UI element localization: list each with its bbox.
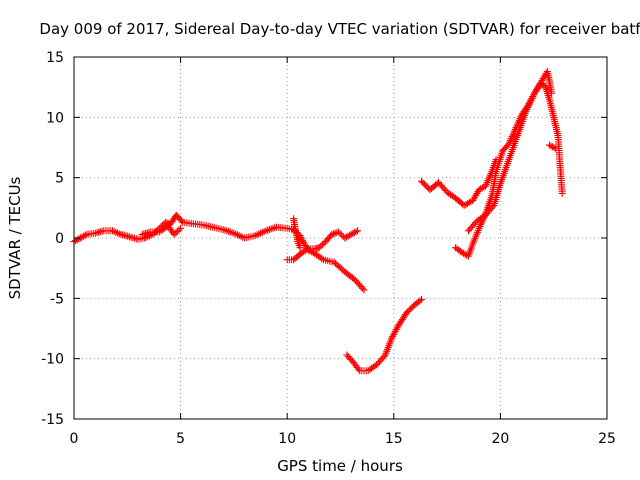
y-tick-label: 15 xyxy=(46,50,64,66)
series-markers xyxy=(418,156,500,209)
series-markers xyxy=(343,296,425,375)
x-tick-label: 20 xyxy=(491,431,509,447)
series-segment xyxy=(70,211,368,294)
x-tick-label: 0 xyxy=(70,431,79,447)
tick-labels: 0 5 10 15 20 25 -15 -10 -5 0 5 10 15 xyxy=(41,50,616,447)
x-tick-label: 10 xyxy=(278,431,296,447)
y-tick-label: 10 xyxy=(46,110,64,126)
data-series xyxy=(70,68,566,375)
x-tick-label: 25 xyxy=(598,431,616,447)
series-segment xyxy=(283,227,362,264)
y-tick-label: -15 xyxy=(41,412,64,428)
grid xyxy=(74,57,607,419)
series-markers xyxy=(70,211,368,294)
series-segment xyxy=(545,141,560,153)
x-tick-label: 15 xyxy=(385,431,403,447)
series-markers xyxy=(290,215,304,252)
x-tick-label: 5 xyxy=(176,431,185,447)
series-segment xyxy=(290,215,304,252)
series-segment xyxy=(418,156,500,209)
y-tick-label: 5 xyxy=(55,171,64,187)
y-tick-label: -10 xyxy=(41,352,64,368)
y-tick-label: 0 xyxy=(55,231,64,247)
x-axis-label: GPS time / hours xyxy=(277,457,403,475)
series-segment xyxy=(138,222,185,238)
series-segment xyxy=(464,80,566,235)
series-markers xyxy=(464,80,566,235)
y-tick-label: -5 xyxy=(50,291,64,307)
axis-ticks xyxy=(73,56,608,420)
y-axis-label: SDTVAR / TECUs xyxy=(6,176,24,299)
chart-title: Day 009 of 2017, Sidereal Day-to-day VTE… xyxy=(39,20,640,38)
series-segment xyxy=(343,296,425,375)
